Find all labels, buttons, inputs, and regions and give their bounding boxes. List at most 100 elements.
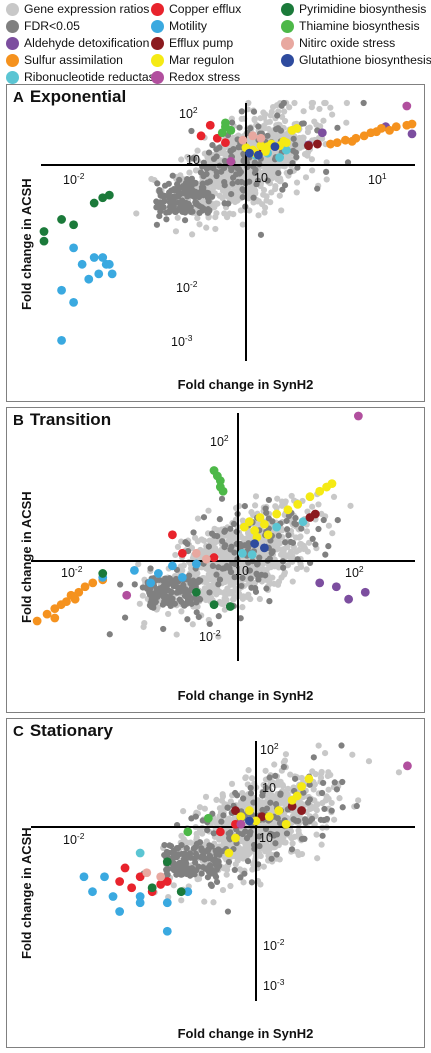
- gene-point: [295, 830, 303, 837]
- gene-point: [201, 898, 208, 905]
- fdr-point: [168, 596, 176, 604]
- x-tick-label: 101: [368, 171, 387, 187]
- fdr-point: [306, 796, 313, 803]
- fdr-point: [256, 554, 263, 561]
- fdr-point: [216, 576, 224, 583]
- gene-point: [267, 199, 274, 206]
- data-point: [287, 801, 297, 811]
- data-point: [297, 806, 306, 815]
- data-point: [292, 791, 302, 801]
- gene-point: [210, 899, 217, 906]
- fdr-point: [353, 802, 360, 810]
- data-point: [183, 887, 193, 897]
- fdr-point: [176, 596, 183, 603]
- gene-point: [203, 224, 210, 231]
- gene-point: [239, 517, 246, 524]
- fdr-point: [189, 192, 196, 199]
- tick-base: 10: [61, 566, 75, 581]
- gene-point: [213, 210, 220, 217]
- gene-point: [224, 840, 231, 848]
- gene-point: [323, 159, 330, 166]
- fdr-point: [148, 596, 155, 603]
- fdr-point: [208, 882, 215, 889]
- data-point: [177, 548, 187, 558]
- fdr-point: [235, 165, 242, 173]
- data-point: [42, 609, 52, 619]
- gene-point: [347, 502, 354, 509]
- fdr-point: [188, 175, 195, 182]
- tick-base: 10: [186, 153, 200, 167]
- fdr-point: [273, 831, 281, 838]
- fdr-point: [360, 99, 367, 107]
- data-point: [403, 761, 412, 771]
- legend-marker: [281, 3, 294, 16]
- gene-point: [189, 231, 196, 238]
- series-pyrimidine-biosynthesis: [147, 857, 186, 897]
- fdr-point: [201, 856, 208, 863]
- y-tick-label: 102: [260, 741, 279, 757]
- data-point: [385, 125, 394, 135]
- fdr-point: [273, 851, 280, 858]
- gene-point: [235, 846, 242, 853]
- gene-point: [222, 574, 229, 581]
- gene-point: [302, 151, 309, 158]
- gene-point: [239, 789, 246, 797]
- fdr-point: [288, 846, 296, 853]
- gene-point: [215, 633, 222, 640]
- fdr-point: [205, 864, 212, 871]
- gene-point: [271, 761, 278, 768]
- legend-label: Aldehyde detoxification: [24, 36, 150, 50]
- data-point: [98, 193, 108, 203]
- gene-point: [180, 562, 187, 569]
- gene-point: [288, 835, 295, 842]
- fdr-point: [212, 873, 220, 881]
- gene-point: [136, 600, 143, 607]
- data-point: [146, 578, 156, 588]
- data-point: [74, 587, 84, 597]
- data-point: [224, 848, 234, 858]
- fdr-point: [298, 120, 306, 127]
- legend-marker: [6, 37, 19, 50]
- legend-marker: [6, 54, 19, 67]
- gene-point: [219, 886, 227, 894]
- gene-point: [284, 562, 292, 569]
- gene-point: [325, 786, 332, 793]
- gene-point: [251, 502, 259, 509]
- data-point: [391, 122, 401, 132]
- data-point: [120, 863, 130, 873]
- fdr-point: [283, 830, 291, 837]
- gene-point: [240, 855, 247, 862]
- data-point: [115, 907, 125, 916]
- gene-point: [205, 571, 212, 578]
- fdr-point: [281, 182, 289, 189]
- gene-point: [282, 751, 290, 758]
- y-tick-label: 10: [262, 781, 276, 795]
- gene-point: [261, 204, 269, 211]
- gene-point: [273, 504, 280, 511]
- fdr-point: [147, 565, 154, 572]
- gene-point: [227, 536, 234, 543]
- fdr-point: [183, 593, 190, 600]
- fdr-point: [280, 99, 287, 107]
- data-point: [57, 215, 66, 224]
- fdr-point: [259, 789, 266, 796]
- x-tick-label: 10: [235, 564, 249, 578]
- data-point: [244, 517, 254, 527]
- fdr-point: [292, 141, 299, 148]
- data-point: [80, 582, 90, 592]
- fdr-point: [206, 620, 213, 628]
- gene-point: [274, 495, 281, 502]
- fdr-point: [275, 532, 282, 539]
- data-point: [259, 543, 269, 553]
- fdr-point: [268, 549, 275, 557]
- data-point: [226, 125, 236, 135]
- fdr-point: [200, 514, 208, 521]
- x-tick-label: 10: [254, 171, 268, 185]
- gene-point: [195, 875, 203, 882]
- gene-point: [310, 786, 317, 793]
- data-point: [353, 411, 363, 421]
- fdr-point: [291, 520, 298, 527]
- fdr-point: [205, 189, 212, 197]
- fdr-point: [163, 209, 170, 216]
- gene-point: [315, 501, 322, 508]
